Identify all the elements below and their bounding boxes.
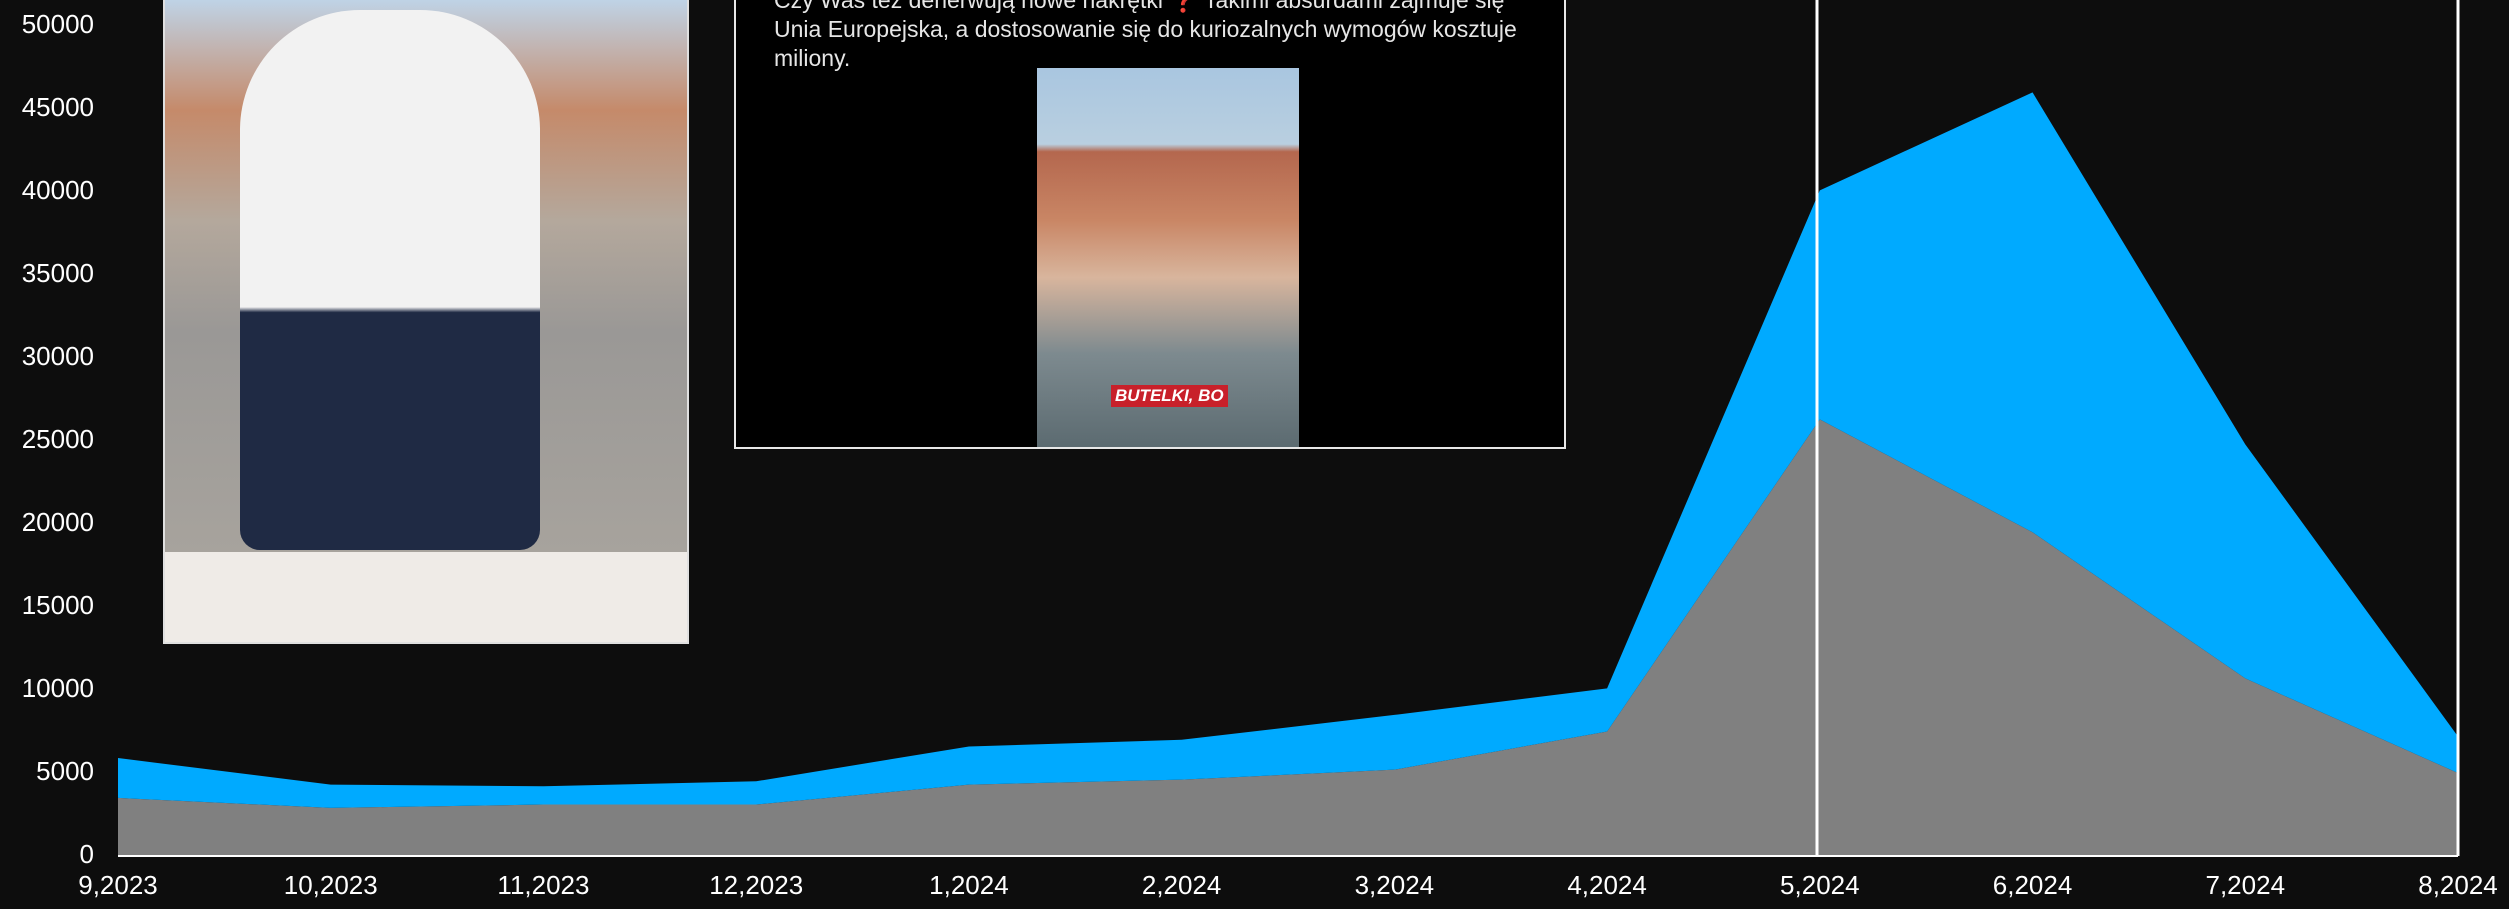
y-tick-label: 30000 bbox=[22, 341, 94, 371]
photo bbox=[165, 0, 687, 552]
x-tick-label: 6,2024 bbox=[1993, 870, 2073, 900]
x-tick-label: 11,2023 bbox=[497, 870, 589, 900]
x-tick-label: 1,2024 bbox=[929, 870, 1009, 900]
post-screenshot: Czy Was też denerwują nowe nakrętki ❓ Ta… bbox=[734, 0, 1566, 449]
y-tick-label: 35000 bbox=[22, 258, 94, 288]
y-tick-label: 0 bbox=[80, 839, 94, 869]
x-tick-label: 7,2024 bbox=[2206, 870, 2286, 900]
y-tick-label: 40000 bbox=[22, 175, 94, 205]
y-tick-label: 5000 bbox=[36, 756, 94, 786]
y-tick-label: 20000 bbox=[22, 507, 94, 537]
x-tick-label: 3,2024 bbox=[1355, 870, 1435, 900]
post-text: Czy Was też denerwują nowe nakrętki ❓ Ta… bbox=[774, 0, 1517, 71]
post-image: BUTELKI, BO bbox=[1037, 68, 1299, 447]
y-tick-label: 50000 bbox=[22, 9, 94, 39]
video-thumbnail bbox=[163, 0, 689, 644]
y-tick-label: 15000 bbox=[22, 590, 94, 620]
person bbox=[240, 10, 540, 550]
x-tick-label: 9,2023 bbox=[78, 870, 158, 900]
x-tick-label: 8,2024 bbox=[2418, 870, 2498, 900]
x-tick-label: 12,2023 bbox=[709, 870, 803, 900]
area bbox=[118, 419, 2458, 856]
image-caption: BUTELKI, BO bbox=[1111, 385, 1228, 407]
areas bbox=[118, 92, 2458, 856]
x-tick-label: 5,2024 bbox=[1780, 870, 1860, 900]
x-tick-label: 2,2024 bbox=[1142, 870, 1222, 900]
x-tick-label: 4,2024 bbox=[1567, 870, 1647, 900]
x-tick-label: 10,2023 bbox=[284, 870, 378, 900]
y-tick-label: 45000 bbox=[22, 92, 94, 122]
area bbox=[118, 92, 2458, 808]
y-tick-label: 25000 bbox=[22, 424, 94, 454]
y-tick-label: 10000 bbox=[22, 673, 94, 703]
